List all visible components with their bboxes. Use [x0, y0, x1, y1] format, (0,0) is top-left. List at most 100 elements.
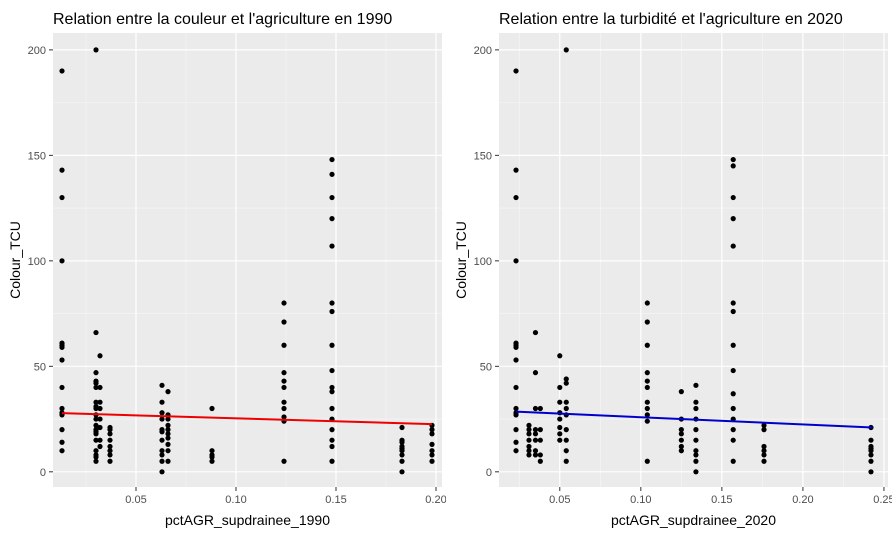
- chart-title: Relation entre la turbidité et l'agricul…: [499, 11, 843, 28]
- data-point: [678, 427, 684, 433]
- data-point: [429, 431, 435, 437]
- data-point: [107, 437, 113, 443]
- x-axis-label: pctAGR_supdrainee_1990: [165, 512, 330, 528]
- data-point: [730, 163, 736, 169]
- data-point: [761, 452, 767, 458]
- data-point: [730, 367, 736, 374]
- data-point: [429, 458, 435, 464]
- data-point: [644, 319, 650, 325]
- data-point: [107, 431, 113, 437]
- data-point: [537, 405, 543, 412]
- data-point: [532, 405, 539, 412]
- data-point: [513, 357, 519, 363]
- data-point: [730, 437, 736, 443]
- data-point: [159, 382, 165, 388]
- y-tick-label: 0: [40, 467, 46, 479]
- data-point: [644, 399, 650, 405]
- chart-title: Relation entre la couleur et l'agricultu…: [53, 11, 392, 28]
- data-point: [159, 410, 165, 416]
- data-point: [557, 399, 563, 405]
- data-point: [329, 216, 335, 222]
- data-point: [59, 344, 65, 350]
- data-point: [526, 427, 532, 433]
- data-point: [329, 437, 335, 443]
- data-point: [93, 431, 99, 437]
- data-point: [868, 469, 874, 475]
- data-point: [693, 458, 699, 464]
- data-point: [59, 68, 65, 74]
- data-point: [93, 454, 99, 460]
- data-point: [97, 437, 103, 443]
- data-point: [165, 441, 171, 447]
- chart-panel-1990: 0.05 0.10 0.15 0.20 0 50 100 150 200 Relation ent…: [0, 0, 447, 535]
- data-point: [532, 329, 539, 336]
- data-point: [563, 376, 569, 382]
- data-point: [93, 422, 99, 428]
- data-point: [399, 452, 405, 458]
- data-point: [159, 469, 165, 475]
- data-point: [59, 439, 65, 445]
- data-point: [730, 243, 736, 249]
- scatter-chart-2020: 0.05 0.10 0.15 0.20 0.25 0 50 100 150 200 Relation…: [453, 11, 892, 528]
- data-point: [59, 357, 65, 363]
- data-point: [429, 448, 435, 454]
- data-point: [761, 458, 767, 464]
- data-point: [165, 431, 171, 437]
- data-point: [513, 405, 519, 412]
- data-point: [678, 431, 684, 437]
- data-point: [730, 405, 736, 412]
- data-point: [526, 448, 532, 454]
- data-point: [557, 424, 563, 431]
- data-point: [281, 405, 287, 412]
- data-point: [165, 458, 171, 464]
- data-point: [532, 431, 539, 437]
- data-point: [59, 384, 65, 391]
- y-tick-label: 50: [34, 361, 46, 373]
- data-point: [513, 427, 519, 433]
- x-tick-label: 0.05: [125, 494, 146, 506]
- data-point: [281, 384, 287, 391]
- data-point: [730, 308, 736, 315]
- plot-background: [499, 33, 888, 487]
- data-point: [563, 458, 569, 464]
- data-point: [532, 448, 539, 454]
- data-point: [557, 416, 563, 422]
- data-point: [563, 437, 569, 443]
- data-point: [97, 424, 103, 431]
- data-point: [281, 342, 287, 348]
- data-point: [532, 427, 539, 433]
- data-point: [532, 437, 539, 443]
- data-point: [281, 370, 287, 376]
- data-point: [644, 412, 650, 418]
- data-point: [97, 399, 103, 405]
- y-tick-label: 150: [474, 150, 492, 162]
- data-point: [329, 443, 335, 450]
- data-point: [399, 448, 405, 454]
- data-point: [329, 243, 335, 249]
- data-point: [329, 342, 335, 348]
- chart-panel-2020: 0.05 0.10 0.15 0.20 0.25 0 50 100 150 200 Relation…: [446, 0, 892, 535]
- data-point: [329, 308, 335, 315]
- data-point: [644, 342, 650, 348]
- data-point: [429, 441, 435, 447]
- x-tick-label: 0.15: [711, 494, 732, 506]
- data-point: [159, 429, 165, 435]
- data-point: [678, 437, 684, 443]
- data-point: [59, 194, 65, 201]
- data-point: [537, 458, 543, 464]
- data-point: [329, 171, 335, 177]
- data-point: [329, 389, 335, 395]
- data-point: [693, 469, 699, 475]
- y-tick-label: 0: [486, 467, 492, 479]
- data-point: [532, 452, 539, 458]
- data-point: [557, 353, 563, 359]
- plot-background: [53, 33, 442, 487]
- data-point: [513, 167, 519, 173]
- data-point: [93, 416, 99, 422]
- data-point: [563, 399, 569, 405]
- data-point: [693, 399, 699, 405]
- data-point: [97, 384, 103, 391]
- data-point: [281, 319, 287, 325]
- data-point: [644, 418, 650, 424]
- y-axis-label: Colour_TCU: [7, 221, 23, 299]
